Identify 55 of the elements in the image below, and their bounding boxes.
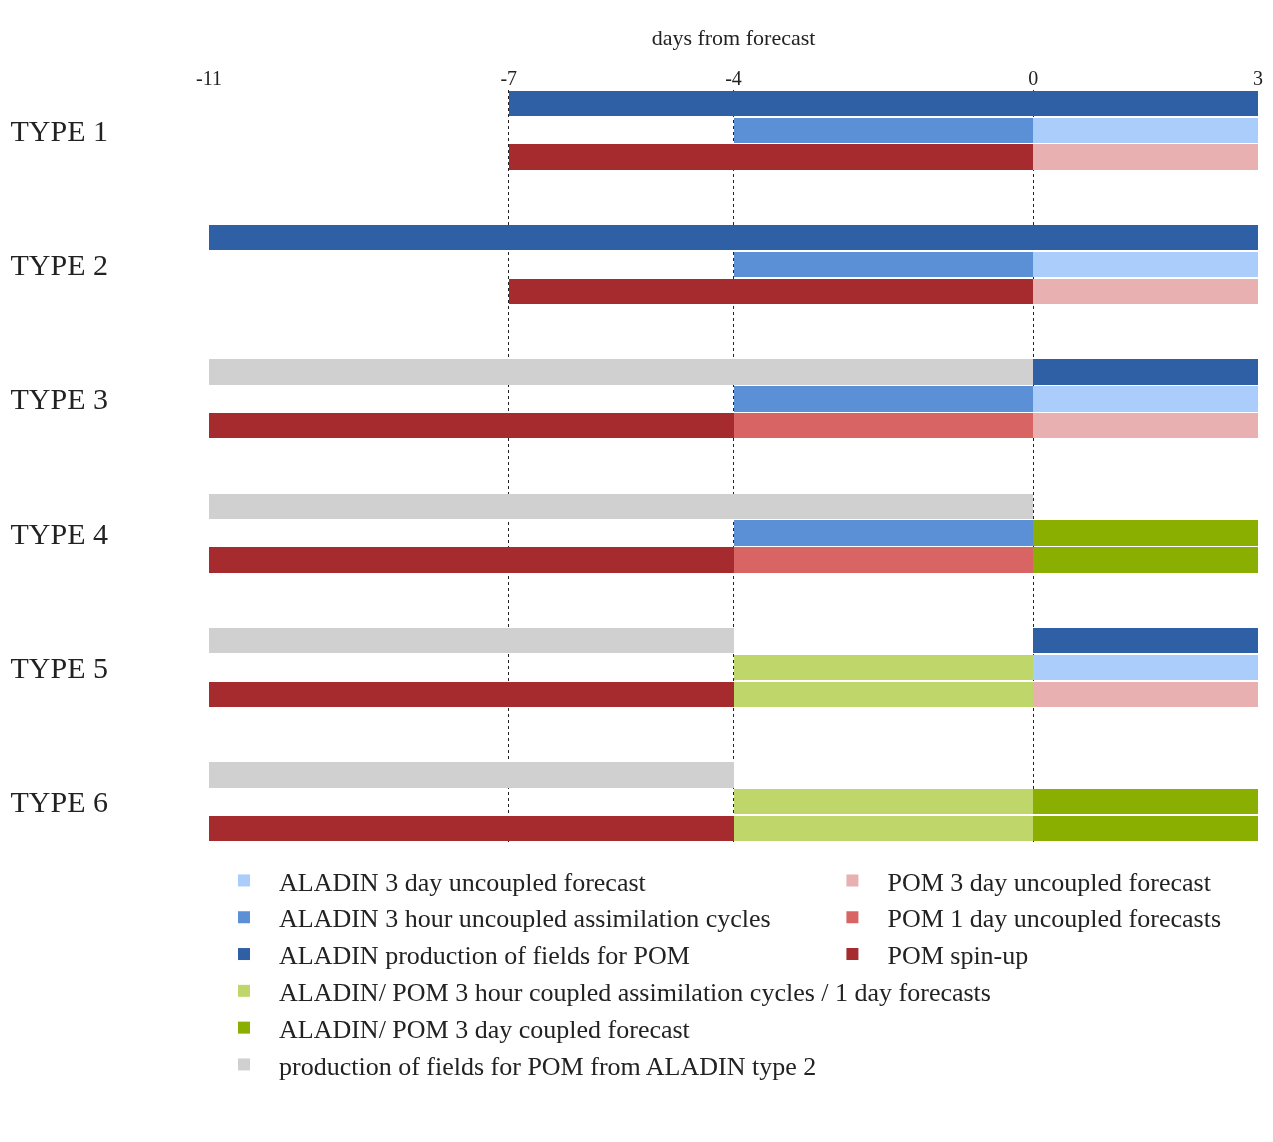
bar xyxy=(734,520,1033,546)
bar xyxy=(209,494,1033,519)
bar xyxy=(734,413,1033,438)
bar xyxy=(734,682,1033,707)
legend-label: ALADIN 3 day uncoupled forecast xyxy=(279,867,647,897)
bar xyxy=(209,225,1258,250)
bar xyxy=(734,655,1033,680)
bar xyxy=(1033,628,1258,653)
bar xyxy=(1033,252,1258,277)
bar xyxy=(209,628,734,653)
bar xyxy=(734,118,1033,143)
bar xyxy=(1033,144,1258,170)
bar xyxy=(1033,655,1258,680)
y-tick-label: TYPE 5 xyxy=(10,650,108,684)
y-tick-label: TYPE 2 xyxy=(10,248,108,282)
legend-label: ALADIN 3 hour uncoupled assimilation cycles xyxy=(279,904,771,934)
bar xyxy=(509,144,1033,170)
bar xyxy=(209,413,734,438)
bar xyxy=(509,91,1258,116)
bar xyxy=(209,682,734,707)
bar xyxy=(1033,279,1258,304)
legend-label: POM spin-up xyxy=(887,941,1029,971)
legend-label: POM 3 day uncoupled forecast xyxy=(887,867,1212,897)
bar xyxy=(734,252,1033,277)
legend-label: ALADIN/ POM 3 hour coupled assimilation cycles / 1 day forecasts xyxy=(279,977,991,1007)
bar xyxy=(1033,118,1258,143)
bar xyxy=(1033,413,1258,438)
bar xyxy=(1033,359,1258,385)
legend-label: production of fields for POM from ALADIN type 2 xyxy=(279,1051,817,1081)
y-tick-label: TYPE 1 xyxy=(10,113,108,147)
x-tick-label: 3 xyxy=(1253,67,1263,89)
bar xyxy=(734,789,1033,814)
x-axis-title: days from forecast xyxy=(651,24,816,50)
bar xyxy=(1033,816,1258,841)
x-tick-label: -4 xyxy=(725,67,742,89)
bar xyxy=(734,547,1033,573)
bar xyxy=(734,816,1033,841)
legend-label: POM 1 day uncoupled forecasts xyxy=(887,904,1222,934)
x-tick-label: -11 xyxy=(196,67,222,89)
y-tick-label: TYPE 3 xyxy=(10,382,108,416)
y-tick-label: TYPE 4 xyxy=(10,516,108,550)
bar xyxy=(209,547,734,573)
bar xyxy=(1033,682,1258,707)
bar xyxy=(734,386,1033,412)
x-tick-label: 0 xyxy=(1028,67,1039,89)
bar xyxy=(209,762,734,788)
legend-label: ALADIN production of fields for POM xyxy=(279,941,690,971)
bar xyxy=(1033,386,1258,412)
y-tick-label: TYPE 6 xyxy=(10,785,108,819)
bar xyxy=(509,279,1033,304)
x-tick-label: -7 xyxy=(500,67,518,89)
bar xyxy=(209,816,734,841)
legend-label: ALADIN/ POM 3 day coupled forecast xyxy=(279,1014,691,1044)
bar xyxy=(1033,789,1258,814)
bar xyxy=(209,359,1033,385)
